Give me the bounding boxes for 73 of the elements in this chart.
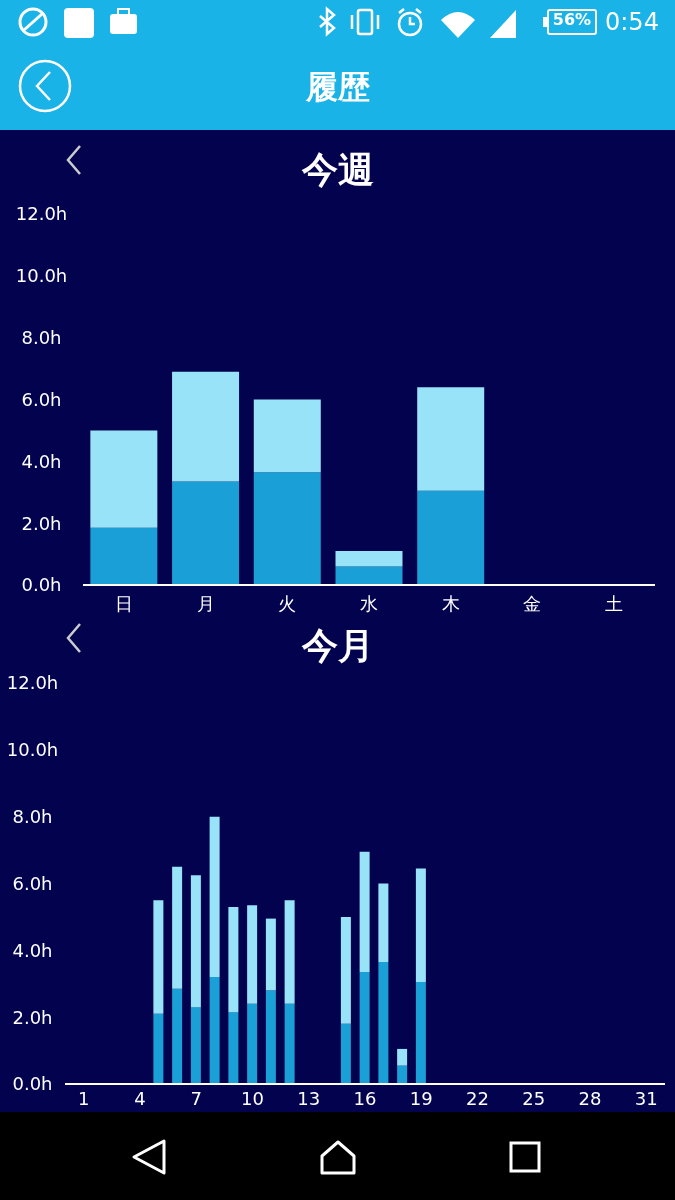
x-tick-label: 木 — [441, 592, 460, 614]
y-tick-label: 10.0h — [15, 265, 68, 287]
bar — [247, 905, 258, 1004]
bar — [335, 566, 403, 585]
x-tick-label: 日 — [114, 592, 133, 614]
bar — [284, 1003, 295, 1084]
x-tick-label: 1 — [78, 1087, 90, 1109]
chart-title: 今月 — [300, 624, 375, 668]
bar — [172, 866, 183, 989]
bar — [265, 990, 276, 1084]
bar — [209, 816, 220, 978]
bar — [359, 851, 370, 973]
bar — [253, 399, 321, 473]
y-tick-label: 2.0h — [21, 512, 62, 534]
x-tick-label: 4 — [134, 1087, 146, 1109]
y-tick-label: 12.0h — [15, 203, 68, 225]
bar — [209, 977, 220, 1084]
bar — [359, 972, 370, 1084]
bar — [417, 387, 485, 491]
y-tick-label: 10.0h — [6, 739, 59, 761]
x-tick-label: 19 — [409, 1087, 433, 1109]
y-tick-label: 4.0h — [12, 939, 53, 961]
y-tick-label: 12.0h — [6, 672, 59, 694]
y-tick-label: 0.0h — [21, 574, 62, 596]
bar — [397, 1048, 408, 1066]
x-tick-label: 水 — [360, 592, 378, 614]
x-tick-label: 31 — [634, 1087, 658, 1109]
y-tick-label: 6.0h — [12, 872, 53, 894]
bar — [190, 875, 201, 1008]
bar — [265, 918, 276, 991]
bar — [378, 883, 389, 963]
bar — [172, 481, 240, 585]
x-tick-label: 土 — [605, 592, 624, 614]
x-tick-label: 火 — [278, 592, 297, 614]
bar — [340, 1023, 351, 1084]
bar — [190, 1007, 201, 1084]
bar — [172, 988, 183, 1084]
y-tick-label: 2.0h — [12, 1006, 53, 1028]
y-tick-label: 8.0h — [12, 806, 53, 828]
bar — [284, 900, 295, 1004]
bar — [90, 527, 158, 585]
x-tick-label: 28 — [578, 1087, 602, 1109]
x-tick-label: 22 — [466, 1087, 489, 1109]
bar — [172, 371, 240, 482]
bar — [247, 1003, 258, 1084]
bar — [253, 472, 321, 585]
bar — [378, 962, 389, 1084]
x-tick-label: 13 — [297, 1087, 321, 1109]
y-tick-label: 0.0h — [12, 1073, 53, 1095]
bar — [340, 916, 351, 1024]
x-tick-label: 金 — [523, 592, 542, 614]
bar — [153, 900, 164, 1014]
x-tick-label: 月 — [196, 592, 215, 614]
bar — [228, 1012, 239, 1084]
text: 履歴 — [304, 67, 371, 108]
text: 56% — [551, 10, 593, 29]
x-tick-label: 7 — [190, 1087, 202, 1109]
y-tick-label: 8.0h — [21, 327, 62, 349]
y-tick-label: 6.0h — [21, 388, 62, 410]
bar — [417, 490, 485, 585]
x-tick-label: 10 — [241, 1087, 264, 1109]
bar — [415, 868, 426, 983]
bar — [335, 550, 403, 567]
bar — [415, 982, 426, 1084]
x-tick-label: 16 — [353, 1087, 377, 1109]
bar — [153, 1013, 164, 1084]
x-tick-label: 25 — [522, 1087, 546, 1109]
text: 0:54 — [605, 8, 659, 36]
chart-title: 今週 — [300, 148, 375, 192]
bar — [228, 906, 239, 1013]
bar — [90, 430, 158, 528]
bar — [397, 1065, 408, 1084]
y-tick-label: 4.0h — [21, 450, 62, 472]
